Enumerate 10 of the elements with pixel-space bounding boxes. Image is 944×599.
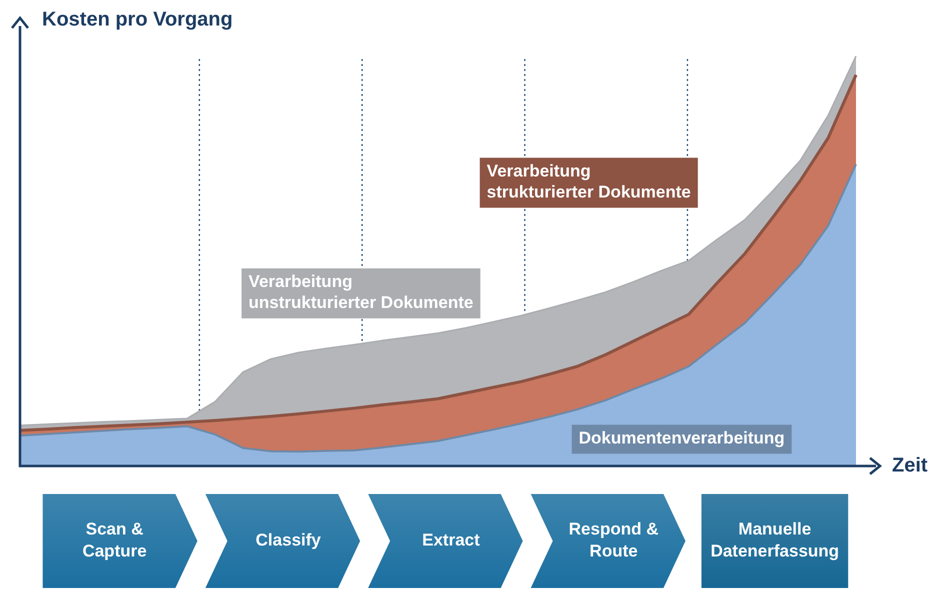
text: Manuelle Datenerfassung: [710, 520, 840, 561]
series-label: Verarbeitung unstrukturierter Dokumente: [248, 272, 474, 312]
text: Verarbeitung strukturierter Dokumente: [486, 161, 691, 202]
text: Extract: [422, 530, 480, 550]
series-label: Dokumentenverarbeitung: [578, 428, 785, 448]
y-axis-title: Kosten pro Vorgang: [42, 8, 233, 31]
text: Respond & Route: [568, 520, 658, 561]
text: Classify: [256, 530, 322, 550]
x-axis-title: Zeit: [892, 454, 928, 477]
text: Scan & Capture: [82, 520, 147, 561]
